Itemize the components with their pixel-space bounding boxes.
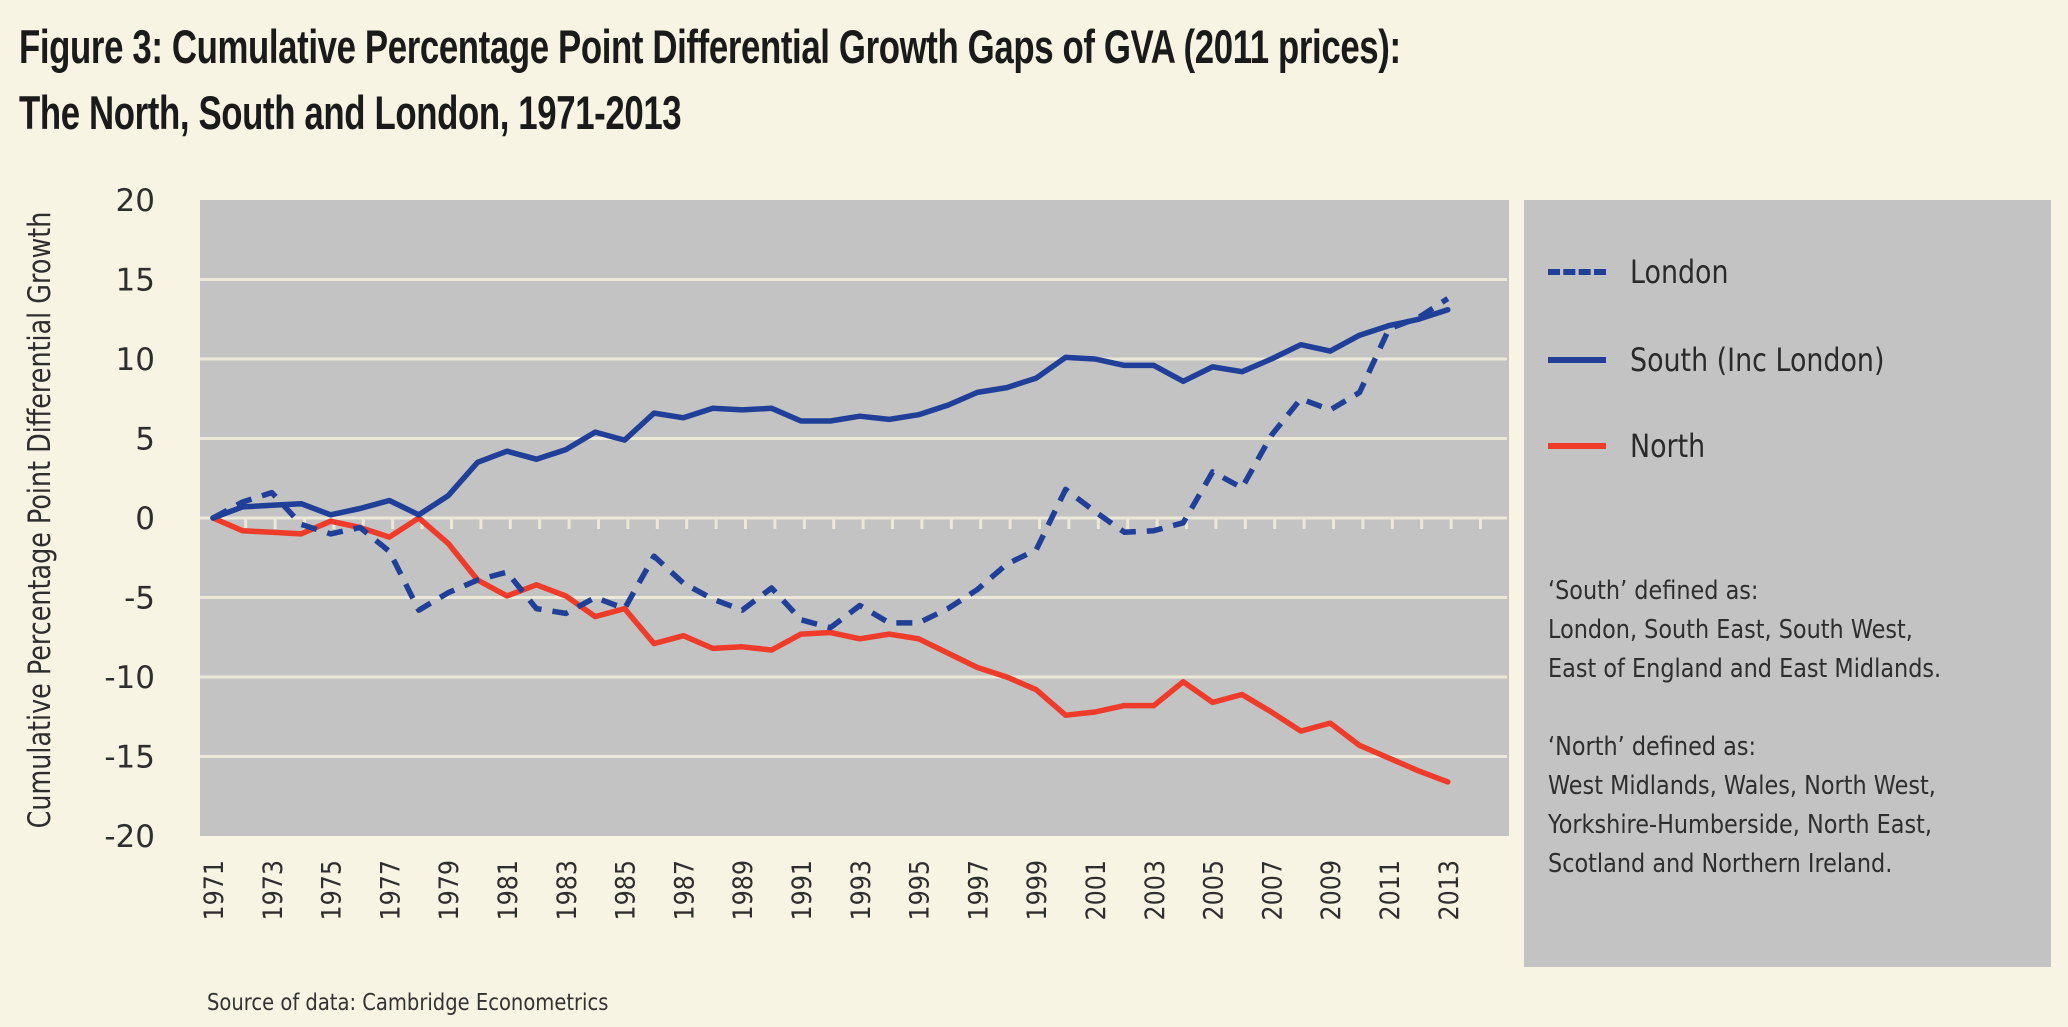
legend-dashed-line-icon xyxy=(1548,269,1606,275)
legend-solid-line-icon xyxy=(1548,443,1606,449)
x-tick-label: 2001 xyxy=(1080,860,1112,920)
south-definition: ‘South’ defined as: London, South East, … xyxy=(1548,572,1941,689)
legend-solid-line-icon xyxy=(1548,357,1606,363)
x-tick-label: 1987 xyxy=(668,860,700,920)
y-tick-label: 10 xyxy=(116,342,155,378)
legend: London South (Inc London) North ‘South’ … xyxy=(1524,200,2051,967)
north-definition-line: West Midlands, Wales, North West, xyxy=(1548,771,1936,801)
x-tick-label: 2007 xyxy=(1256,860,1288,920)
y-tick-label: 0 xyxy=(135,501,155,537)
north-definition: ‘North’ defined as: West Midlands, Wales… xyxy=(1548,728,1936,884)
series-line-london xyxy=(211,296,1450,631)
x-tick-label: 1991 xyxy=(786,860,818,920)
south-definition-heading: ‘South’ defined as: xyxy=(1548,576,1759,606)
chart-title: Figure 3: Cumulative Percentage Point Di… xyxy=(19,14,1401,146)
x-axis-ticks: 1971 1973 1975 1977 1979 1981 1983 1985 1987 1989… xyxy=(198,860,1465,920)
x-tick-label: 1979 xyxy=(433,860,465,920)
legend-label: South (Inc London) xyxy=(1630,341,1885,379)
legend-item-london: London xyxy=(1548,252,1747,292)
y-tick-label: 15 xyxy=(116,263,155,299)
y-tick-label: 5 xyxy=(135,422,155,458)
chart-title-line-1: Figure 3: Cumulative Percentage Point Di… xyxy=(19,20,1401,73)
y-tick-label: -15 xyxy=(104,740,155,776)
y-axis-ticks: 20 15 10 5 0 -5 -10 -15 -20 xyxy=(104,183,155,855)
x-tick-label: 2005 xyxy=(1197,860,1229,920)
legend-label: London xyxy=(1630,253,1729,291)
x-tick-label: 1989 xyxy=(727,860,759,920)
x-tick-label: 2011 xyxy=(1374,860,1406,920)
south-definition-line: East of England and East Midlands. xyxy=(1548,654,1942,684)
series-line-south-inc-london xyxy=(210,306,1451,521)
x-tick-label: 1971 xyxy=(198,860,230,920)
legend-label: North xyxy=(1630,427,1706,465)
y-tick-label: -5 xyxy=(124,581,155,617)
legend-item-south: South (Inc London) xyxy=(1548,340,1933,380)
x-tick-label: 1973 xyxy=(256,860,288,920)
source-note: Source of data: Cambridge Econometrics xyxy=(207,990,609,1016)
x-tick-label: 1993 xyxy=(844,860,876,920)
x-tick-label: 1997 xyxy=(962,860,994,920)
north-definition-line: Scotland and Northern Ireland. xyxy=(1548,849,1893,879)
x-tick-label: 1983 xyxy=(550,860,582,920)
x-tick-label: 2009 xyxy=(1315,860,1347,920)
x-tick-label: 2013 xyxy=(1432,860,1464,920)
x-tick-label: 2003 xyxy=(1138,860,1170,920)
x-tick-label: 1975 xyxy=(315,860,347,920)
y-tick-label: -20 xyxy=(104,819,155,855)
series-line-north xyxy=(210,515,1451,785)
x-tick-label: 1995 xyxy=(903,860,935,920)
chart-title-line-2: The North, South and London, 1971-2013 xyxy=(19,86,682,139)
south-definition-line: London, South East, South West, xyxy=(1548,615,1913,645)
x-tick-label: 1985 xyxy=(609,860,641,920)
series-lines xyxy=(210,296,1451,785)
north-definition-heading: ‘North’ defined as: xyxy=(1548,732,1757,762)
north-definition-line: Yorkshire-Humberside, North East, xyxy=(1548,810,1933,840)
y-tick-label: -10 xyxy=(104,660,155,696)
x-tick-label: 1977 xyxy=(374,860,406,920)
x-tick-label: 1981 xyxy=(492,860,524,920)
legend-item-north: North xyxy=(1548,426,1720,466)
x-tick-label: 1999 xyxy=(1021,860,1053,920)
y-tick-label: 20 xyxy=(116,183,155,219)
gridlines xyxy=(200,278,1507,758)
